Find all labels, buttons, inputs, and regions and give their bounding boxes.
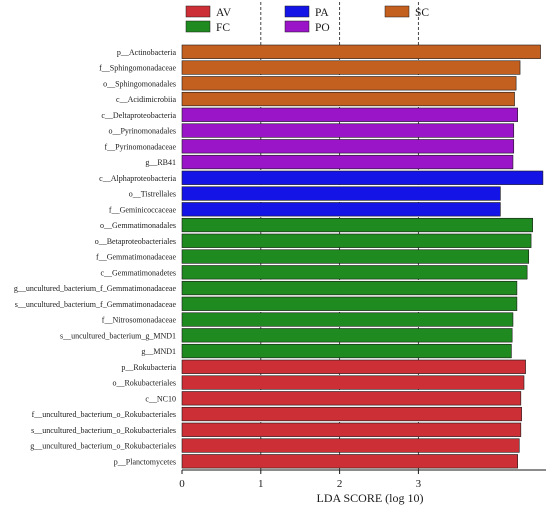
x-tick-label: 3: [416, 478, 422, 490]
category-label: f__uncultured_bacterium_o_Rokubacteriale…: [32, 410, 176, 419]
category-label: o__Rokubacteriales: [112, 379, 176, 388]
x-tick-label: 1: [258, 478, 264, 490]
category-label: o__Sphingomonadales: [103, 79, 176, 88]
category-label: s__uncultured_bacterium_g_MND1: [60, 331, 176, 340]
category-label: g__uncultured_bacterium_f_Gemmatimonadac…: [14, 284, 177, 293]
bar-p__Planctomycetes: [181, 454, 518, 469]
category-label: p__Actinobacteria: [117, 48, 177, 57]
legend-label-PA: PA: [315, 7, 329, 19]
legend: AV PA SC FC PO: [185, 5, 429, 34]
bar-f__uncultured_bacterium_o_Rokubacteriales: [181, 406, 522, 422]
bar-o__Tistrellales: [181, 186, 501, 201]
bar-s__uncultured_bacterium_f_Gemmatimonadaceae: [181, 296, 518, 311]
category-label: f__Pyrinomonadaceae: [104, 142, 176, 151]
bar-o__Rokubacteriales: [181, 375, 525, 390]
bar-f__Nitrosomonadaceae: [181, 312, 514, 327]
bar-p__Actinobacteria: [181, 44, 541, 59]
legend-swatch-SC: [384, 5, 410, 18]
x-tick-label: 0: [179, 478, 185, 490]
legend-label-SC: SC: [415, 7, 429, 19]
legend-label-AV: AV: [216, 7, 232, 19]
category-label: c__Gemmatimonadetes: [100, 268, 176, 277]
legend-label-FC: FC: [216, 22, 230, 34]
bar-g__RB41: [181, 154, 514, 170]
legend-swatch-PA: [284, 5, 310, 18]
category-label: f__Nitrosomonadaceae: [102, 316, 177, 325]
legend-swatch-PO: [284, 20, 310, 33]
bar-o__Gemmatimonadales: [181, 217, 533, 233]
category-label: c__Deltaproteobacteria: [101, 111, 176, 120]
bar-c__Acidimicrobiia: [181, 91, 515, 107]
category-label: g__MND1: [141, 347, 176, 356]
bar-f__Pyrinomonadaceae: [181, 139, 515, 154]
bar-c__Alphaproteobacteria: [181, 170, 544, 185]
category-label: o__Gemmatimonadales: [100, 221, 176, 230]
bar-g__MND1: [181, 343, 512, 359]
bar-p__Rokubacteria: [181, 359, 526, 374]
category-labels: p__Actinobacteria f__Sphingomonadaceae o__…: [14, 48, 177, 466]
category-label: c__NC10: [145, 394, 176, 403]
bar-f__Gemmatimonadaceae: [181, 249, 530, 264]
x-tick-label: 2: [337, 478, 343, 490]
x-axis: 0 1 2 3: [179, 469, 546, 490]
bar-s__uncultured_bacterium_g_MND1: [181, 328, 513, 343]
bars: [181, 44, 544, 469]
category-label: c__Acidimicrobiia: [116, 95, 176, 104]
category-label: s__uncultured_bacterium_o_Rokubacteriale…: [31, 426, 176, 435]
bar-c__Deltaproteobacteria: [181, 107, 518, 122]
bar-c__Gemmatimonadetes: [181, 265, 528, 280]
bar-s__uncultured_bacterium_o_Rokubacteriales: [181, 422, 522, 437]
bar-g__uncultured_bacterium_f_Gemmatimonadaceae: [181, 280, 518, 296]
category-label: o__Pyrinomonadales: [108, 127, 176, 136]
x-axis-title: LDA SCORE (log 10): [316, 491, 423, 505]
legend-swatch-FC: [185, 20, 211, 33]
category-label: s__uncultured_bacterium_f_Gemmatimonadac…: [15, 300, 177, 309]
bar-o__Sphingomonadales: [181, 76, 517, 91]
category-label: o__Tistrellales: [129, 190, 176, 199]
bar-f__Sphingomonadaceae: [181, 60, 521, 75]
bar-c__NC10: [181, 391, 522, 406]
category-label: p__Rokubacteria: [121, 363, 176, 372]
category-label: f__Sphingomonadaceae: [99, 64, 176, 73]
bar-f__Geminicoccaceae: [181, 202, 501, 217]
category-label: f__Gemmatimonadaceae: [96, 253, 176, 262]
category-label: p__Planctomycetes: [114, 457, 176, 466]
bar-o__Betaproteobacteriales: [181, 233, 532, 248]
legend-swatch-AV: [185, 5, 211, 18]
bar-g__uncultured_bacterium_o_Rokubacteriales: [181, 438, 520, 453]
category-label: c__Alphaproteobacteria: [99, 174, 176, 183]
category-label: f__Geminicoccaceae: [109, 205, 177, 214]
legend-label-PO: PO: [315, 22, 330, 34]
bar-o__Pyrinomonadales: [181, 123, 515, 138]
category-label: g__uncultured_bacterium_o_Rokubacteriale…: [30, 442, 176, 451]
category-label: g__RB41: [145, 158, 176, 167]
category-label: o__Betaproteobacteriales: [95, 237, 176, 246]
